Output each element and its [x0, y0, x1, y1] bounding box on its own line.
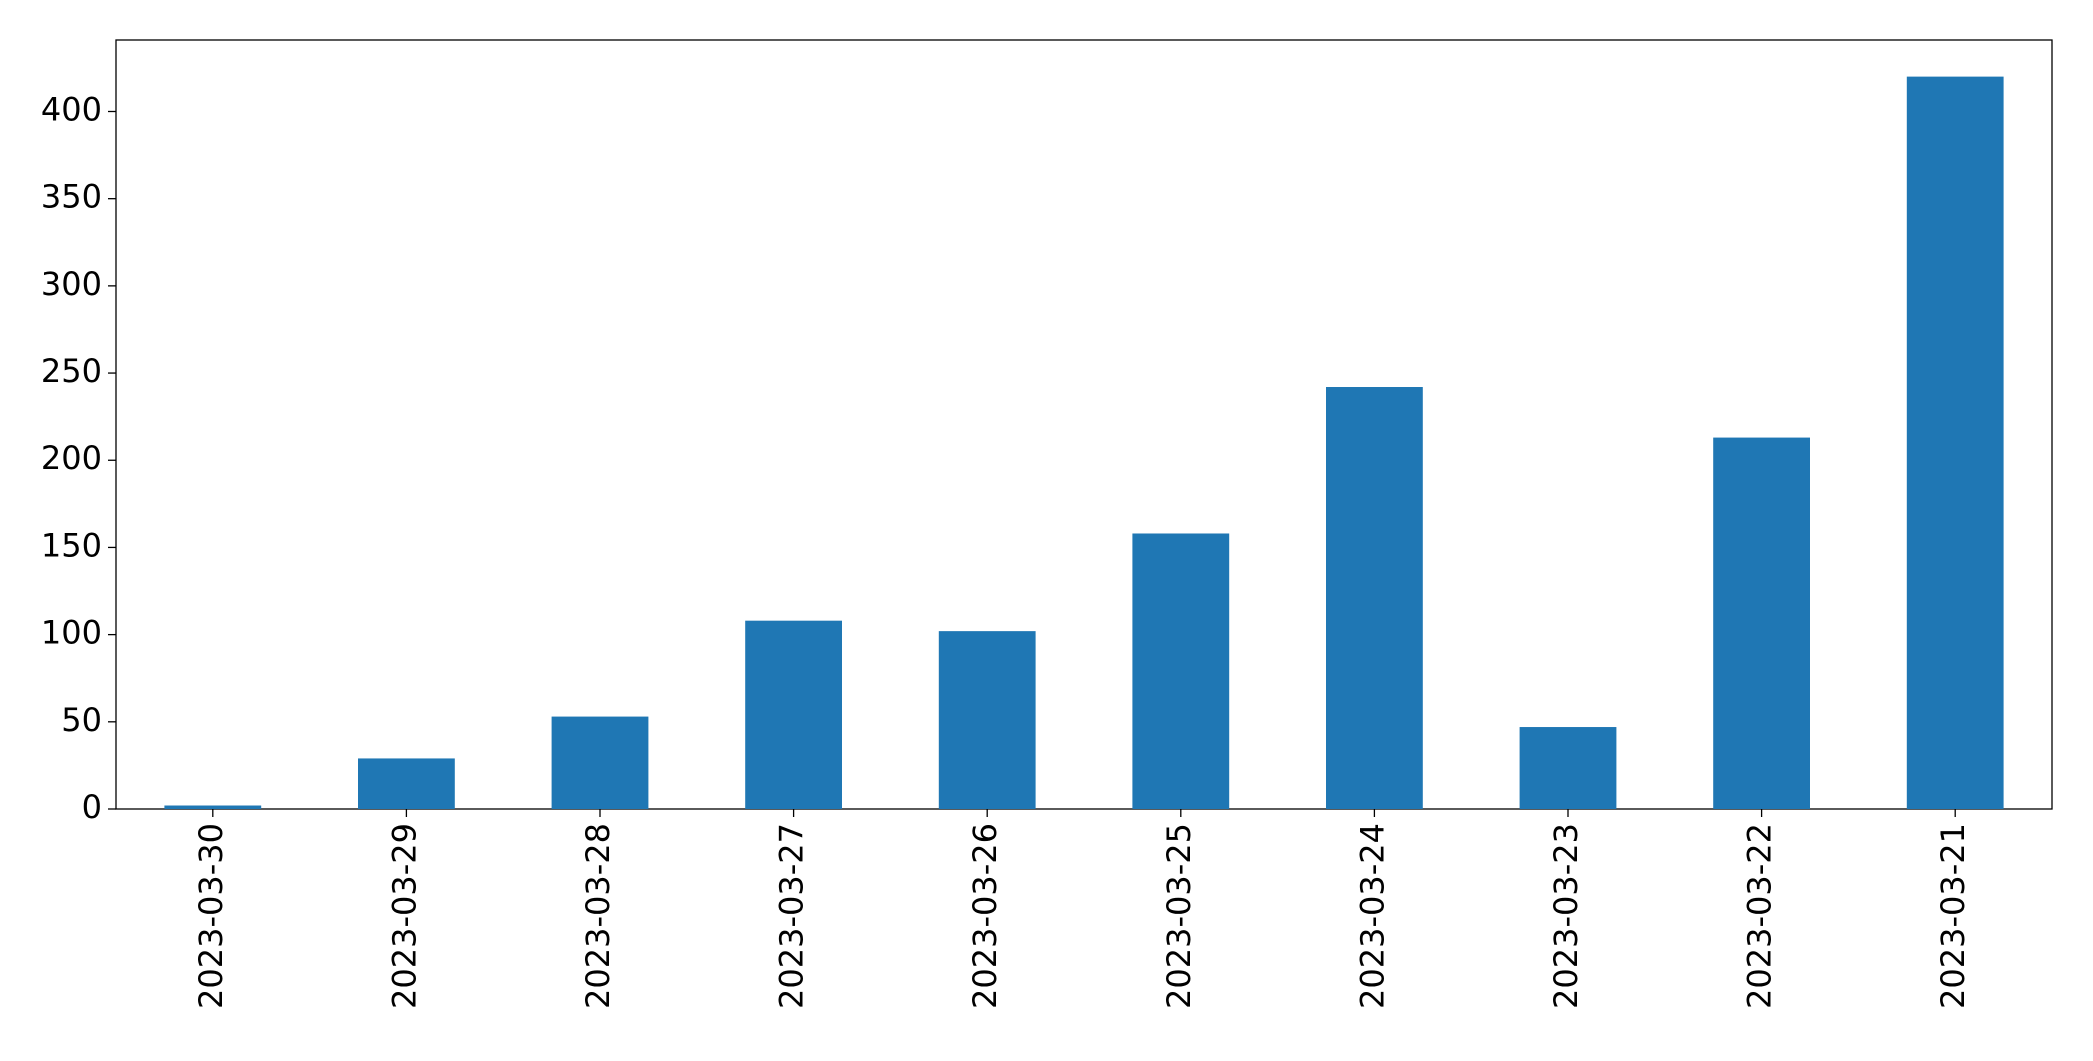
y-tick-label: 100	[41, 614, 102, 652]
x-tick-label: 2023-03-27	[773, 823, 811, 1009]
bar	[1906, 76, 2004, 810]
x-tick-label: 2023-03-24	[1353, 823, 1391, 1009]
bar	[164, 805, 262, 809]
bar	[938, 631, 1036, 809]
bar	[1713, 437, 1810, 809]
bar	[551, 716, 649, 809]
x-tick-label: 2023-03-21	[1934, 823, 1972, 1009]
y-tick-label: 150	[41, 526, 102, 564]
bar	[1132, 533, 1230, 809]
x-tick-label: 2023-03-23	[1547, 823, 1585, 1009]
y-tick-label: 350	[41, 178, 102, 216]
x-tick-label: 2023-03-25	[1160, 823, 1198, 1009]
x-tick-label: 2023-03-28	[579, 823, 617, 1009]
x-tick-label: 2023-03-30	[192, 823, 230, 1009]
bar	[358, 758, 455, 809]
y-tick-label: 250	[41, 352, 102, 390]
bar	[1326, 387, 1423, 809]
y-tick-label: 200	[41, 439, 102, 477]
x-tick-label: 2023-03-29	[385, 823, 423, 1009]
plot-frame	[115, 39, 2053, 810]
y-tick-label: 50	[61, 701, 102, 739]
bar	[745, 620, 842, 809]
bar	[1519, 727, 1617, 809]
y-tick-label: 0	[82, 788, 102, 826]
x-tick-label: 2023-03-22	[1741, 823, 1779, 1009]
y-tick-label: 300	[41, 265, 102, 303]
x-tick-label: 2023-03-26	[966, 823, 1004, 1009]
y-tick-label: 400	[41, 90, 102, 128]
